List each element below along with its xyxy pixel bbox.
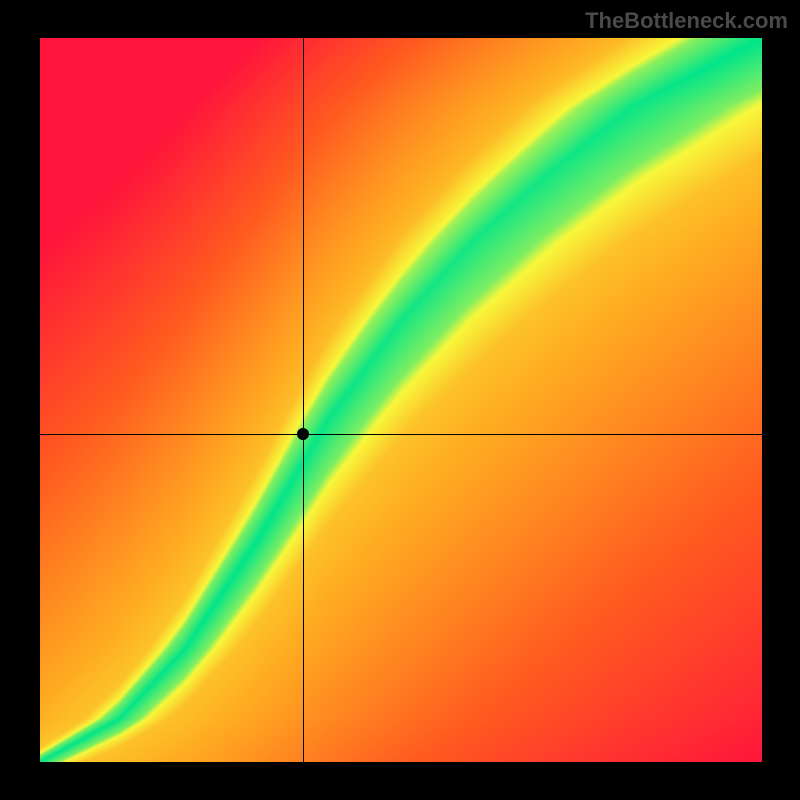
heatmap-canvas [40, 38, 762, 762]
chart-container: TheBottleneck.com [0, 0, 800, 800]
plot-frame [40, 38, 762, 762]
crosshair-vertical [303, 38, 304, 762]
marker-dot [297, 428, 309, 440]
watermark-text: TheBottleneck.com [585, 8, 788, 34]
crosshair-horizontal [40, 434, 762, 435]
